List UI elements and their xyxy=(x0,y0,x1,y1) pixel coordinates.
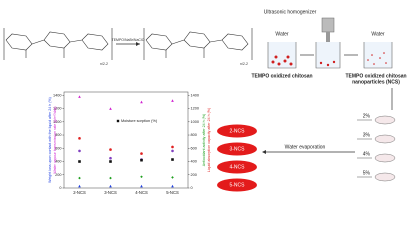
point xyxy=(78,176,81,180)
point xyxy=(109,156,112,160)
point xyxy=(140,100,143,104)
x-tick-label: 2-NCS xyxy=(73,190,86,195)
point xyxy=(78,149,81,153)
point xyxy=(171,176,174,179)
beaker-left xyxy=(267,42,297,69)
y-tick-label: 1200 xyxy=(53,107,61,111)
repeat-label: n/2-2 xyxy=(100,62,108,66)
films: 2-NCS 3-NCS 4-NCS 5-NCS xyxy=(217,124,257,192)
point xyxy=(171,184,174,188)
repeat-label: n/2-2 xyxy=(240,62,248,66)
arrow-head xyxy=(262,150,266,154)
x-tick-label: 5-NCS xyxy=(166,190,179,195)
point xyxy=(140,152,143,155)
product-label: TEMPO oxidized chitosan xyxy=(251,73,312,79)
film-label: 4-NCS xyxy=(229,164,245,170)
y-tick-label: 0 xyxy=(59,186,61,190)
concentration-label: 2% xyxy=(363,113,371,119)
water-label: Water xyxy=(371,31,384,37)
legend-swatch xyxy=(116,119,120,123)
concentration-label: 3% xyxy=(363,132,371,138)
point xyxy=(171,99,174,102)
point xyxy=(109,184,112,188)
legend-label: Moisture sorption (%) xyxy=(121,119,158,123)
evaporation-label: Water evaporation xyxy=(285,144,326,150)
y2-tick-label: 1000 xyxy=(191,120,199,124)
film-label: 5-NCS xyxy=(229,182,245,188)
point xyxy=(109,148,112,151)
product-label: nanoparticles (NCS) xyxy=(352,79,400,85)
y2-tick-label: 600 xyxy=(191,146,197,150)
point xyxy=(171,149,174,153)
film xyxy=(217,124,257,138)
point xyxy=(109,107,112,110)
y2-tick-label: 400 xyxy=(191,160,197,164)
concentration-label: 4% xyxy=(363,151,371,157)
oxidized-structure xyxy=(143,28,253,60)
y-tick-label: 200 xyxy=(55,173,61,177)
point xyxy=(78,137,81,140)
dishes: 2% 3% 4% 5% xyxy=(357,113,396,182)
point xyxy=(78,160,81,163)
y2-tick-label: 1400 xyxy=(191,93,199,97)
film xyxy=(217,142,257,156)
point xyxy=(140,158,143,162)
y2-tick-label: 800 xyxy=(191,133,197,137)
water-label: Water xyxy=(275,31,288,37)
product-label: TEMPO oxidized chitosan xyxy=(345,73,406,79)
point xyxy=(171,158,174,161)
y2-tick-label: 1200 xyxy=(191,107,199,111)
concentration-label: 5% xyxy=(363,170,371,176)
homogenizer xyxy=(315,17,341,69)
point xyxy=(140,184,143,188)
point xyxy=(171,145,174,149)
y-axis-label: Water vapour transmission rate (g/m²/day… xyxy=(53,106,57,173)
petri-dish xyxy=(374,115,396,125)
film-label: 3-NCS xyxy=(229,146,245,152)
y2-axis-label: Liquid absorption capacity after 24 h (%… xyxy=(207,108,211,172)
y-tick-label: 1000 xyxy=(53,120,61,124)
graphical-abstract: n/2-2 TEMPO/NaBr/NaClO n/2-2 Ultrasonic … xyxy=(3,9,407,195)
point xyxy=(78,95,81,98)
y-tick-label: 400 xyxy=(55,160,61,164)
y-axis-label: Weight loss upon contact with the liquid… xyxy=(48,97,52,183)
y-tick-label: 1400 xyxy=(53,93,61,97)
y2-tick-label: 0 xyxy=(191,186,193,190)
y2-tick-label: 200 xyxy=(191,173,197,177)
x-tick-label: 4-NCS xyxy=(135,190,148,195)
y-tick-label: 600 xyxy=(55,146,61,150)
x-tick-label: 3-NCS xyxy=(104,190,117,195)
point xyxy=(78,184,81,188)
petri-dish xyxy=(374,172,396,182)
film xyxy=(217,160,257,174)
plot-frame xyxy=(63,91,189,189)
point xyxy=(140,175,143,179)
film-label: 2-NCS xyxy=(229,128,245,134)
film xyxy=(217,178,257,192)
point xyxy=(109,176,112,180)
petri-dish xyxy=(374,153,396,163)
chart: 0 200 400 600 800 1000 1200 1400 0 200 400 600 800 10… xyxy=(48,91,211,195)
reagents: TEMPO/NaBr/NaClO xyxy=(112,38,145,42)
point xyxy=(109,160,112,163)
homogenizer-label: Ultrasonic homogenizer xyxy=(264,9,317,15)
chitosan-structure xyxy=(3,28,113,60)
arrow-head xyxy=(136,42,140,46)
y-tick-label: 800 xyxy=(55,133,61,137)
y2-axis-label: Antioxidant activity after 24 h (%) xyxy=(202,114,206,167)
petri-dish xyxy=(374,134,396,144)
beaker-right xyxy=(363,42,393,69)
